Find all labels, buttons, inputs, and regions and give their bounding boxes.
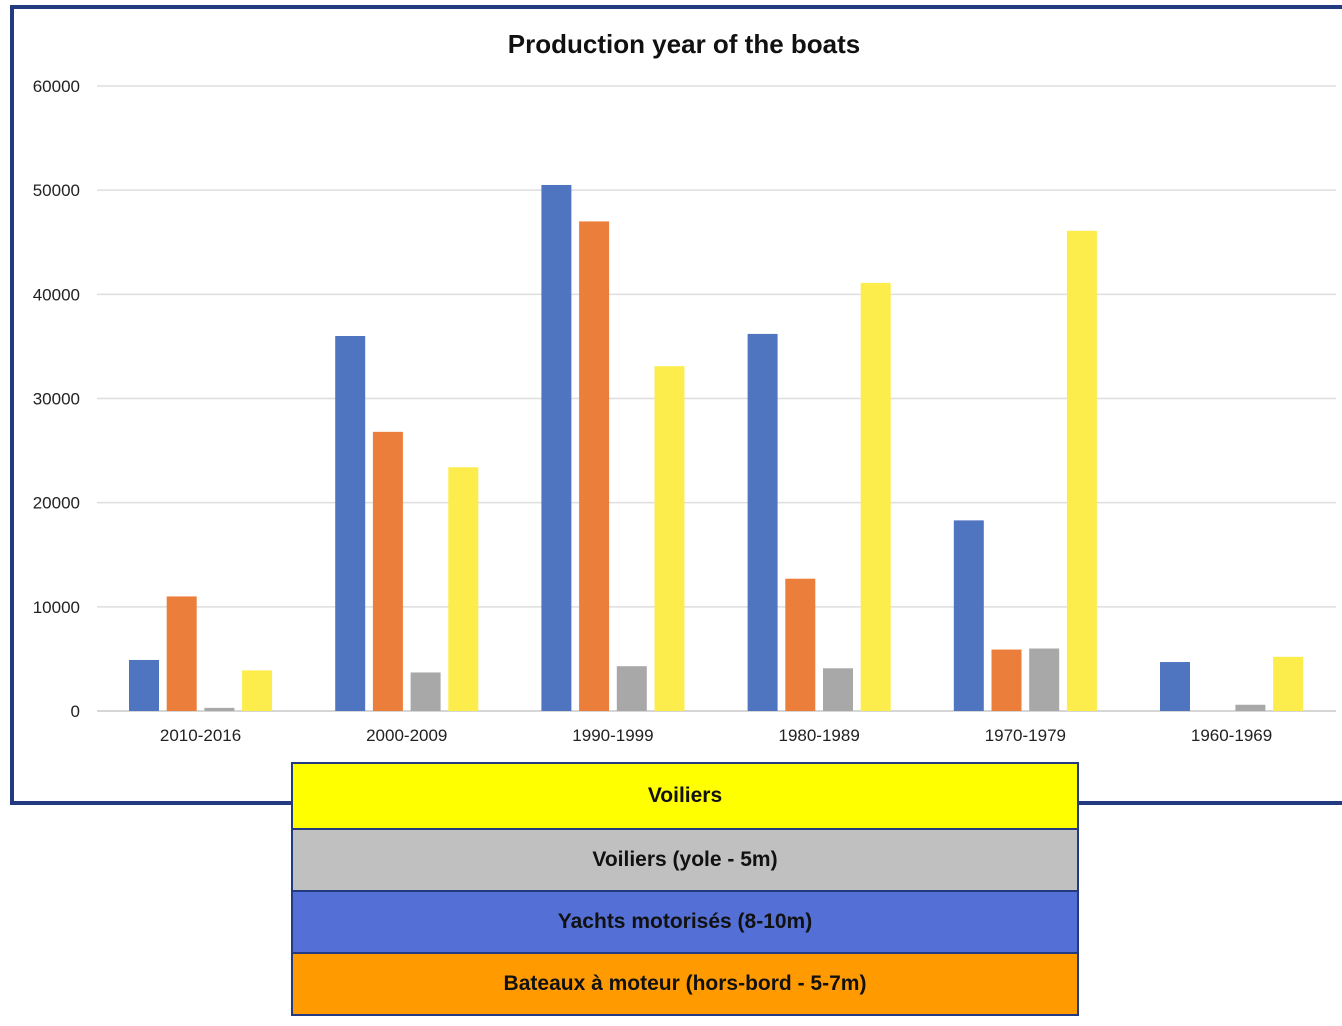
bar (204, 707, 235, 711)
y-tick-label: 30000 (33, 390, 80, 409)
legend-item-voiliers-yole: Voiliers (yole - 5m) (291, 828, 1079, 892)
bar (991, 649, 1022, 711)
y-tick-label: 0 (71, 702, 80, 721)
y-tick-labels: 0 10000 20000 30000 40000 50000 60000 (33, 77, 80, 721)
bar-chart: 0 10000 20000 30000 40000 50000 60000 2010-201… (33, 77, 1336, 745)
legend-item-yachts-motorises: Yachts motorisés (8-10m) (291, 890, 1079, 954)
legend: Voiliers Voiliers (yole - 5m) Yachts mot… (291, 762, 1079, 1016)
y-tick-label: 40000 (33, 285, 80, 304)
y-tick-label: 10000 (33, 598, 80, 617)
bar (448, 467, 479, 711)
x-tick-label: 1980-1989 (778, 726, 859, 745)
bar (785, 578, 816, 711)
x-tick-label: 2000-2009 (366, 726, 447, 745)
bar (616, 666, 647, 711)
bar (541, 184, 572, 712)
legend-item-bateaux-a-moteur: Bateaux à moteur (hors-bord - 5-7m) (291, 952, 1079, 1016)
bar (1273, 656, 1304, 711)
y-tick-label: 20000 (33, 494, 80, 513)
bar (242, 670, 273, 711)
bar (410, 672, 441, 711)
x-tick-labels: 2010-2016 2000-2009 1990-1999 1980-1989 1970… (160, 726, 1272, 745)
y-tick-label: 60000 (33, 77, 80, 96)
bar (1235, 704, 1266, 711)
bar (372, 431, 403, 711)
bar (129, 659, 159, 711)
x-tick-label: 1990-1999 (572, 726, 653, 745)
bar (335, 336, 366, 711)
bars (129, 184, 1304, 712)
x-tick-label: 1970-1979 (985, 726, 1066, 745)
bar (1160, 662, 1190, 711)
x-tick-label: 2010-2016 (160, 726, 241, 745)
bar (579, 221, 610, 711)
legend-item-voiliers: Voiliers (291, 762, 1079, 830)
gridlines (97, 85, 1336, 712)
bar (747, 333, 778, 711)
bar (654, 366, 685, 711)
x-tick-label: 1960-1969 (1191, 726, 1272, 745)
bar (1029, 648, 1060, 711)
bar (823, 668, 853, 711)
bar (166, 596, 197, 711)
bar (860, 282, 891, 711)
bar (953, 520, 984, 711)
y-tick-label: 50000 (33, 181, 80, 200)
bar (1066, 230, 1097, 711)
chart-title: Production year of the boats (507, 29, 861, 59)
